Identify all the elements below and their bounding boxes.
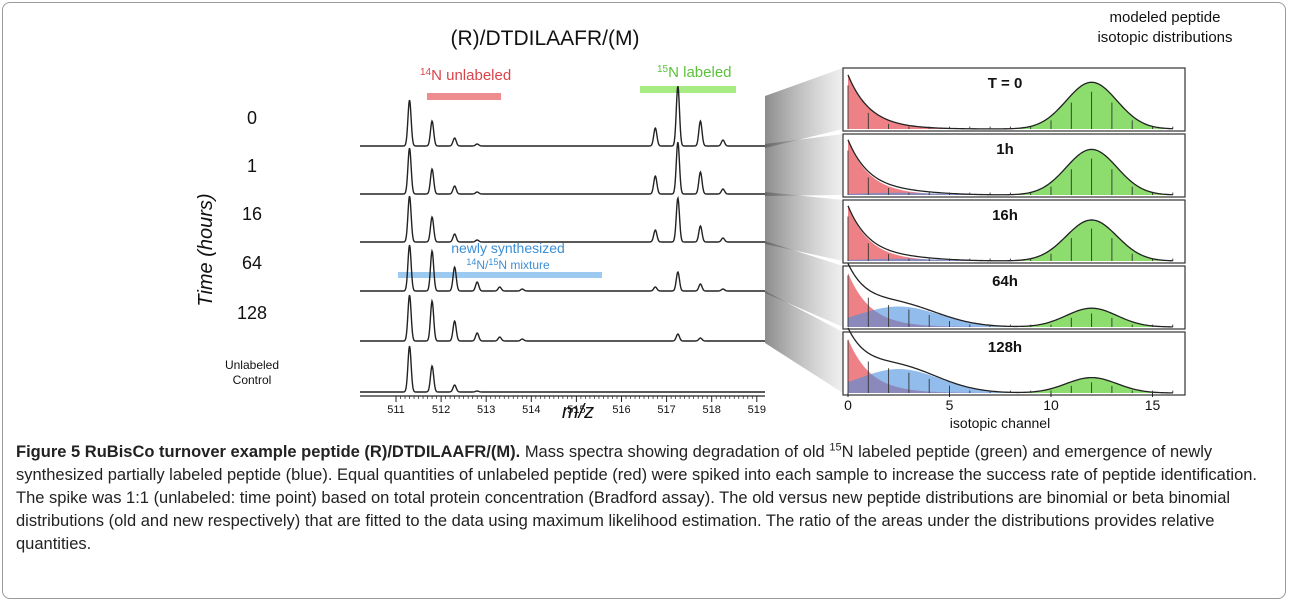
funnel — [765, 68, 843, 148]
x-tick-label: 518 — [703, 404, 721, 416]
y-axis-label: Time (hours) — [195, 193, 217, 306]
superscript: 15 — [829, 441, 842, 454]
funnel — [765, 291, 843, 393]
unlabeled-bar — [427, 93, 501, 100]
x-tick-label: 513 — [477, 404, 495, 416]
row-label: 1 — [247, 156, 257, 176]
model-label: T = 0 — [988, 75, 1023, 92]
control-label: Control — [233, 373, 272, 387]
x-tick-label: 517 — [657, 404, 675, 416]
caption: Figure 5 RuBisCo turnover example peptid… — [16, 441, 1271, 556]
model-label: 128h — [988, 339, 1022, 356]
superscript: 14 — [420, 67, 432, 78]
x-tick-label: 511 — [387, 404, 405, 416]
unlabeled-label: 14N unlabeled — [420, 67, 511, 84]
mixture-bar — [398, 272, 602, 278]
model-label: 16h — [992, 207, 1018, 224]
x-tick-label: 515 — [567, 404, 585, 416]
x-tick-label: 514 — [522, 404, 540, 416]
row-label: 64 — [242, 253, 262, 273]
distribution-area — [848, 74, 1173, 129]
funnel — [765, 241, 843, 327]
caption-text: N labeled peptide (green) and emergence … — [16, 443, 1258, 553]
mixture-label: 14N/15N mixture — [466, 257, 550, 272]
spectrum — [360, 244, 765, 292]
spectrum — [360, 345, 765, 393]
label-text: N unlabeled — [431, 67, 511, 84]
superscript: 14 — [466, 257, 476, 267]
row-label: 128 — [237, 303, 267, 323]
figure-title: (R)/DTDILAAFR/(M) — [451, 27, 640, 50]
model-label: 1h — [996, 141, 1014, 158]
distribution-area — [848, 206, 1173, 261]
label-text: N mixture — [498, 258, 550, 272]
model-tick-label: 10 — [1043, 397, 1059, 413]
model-title: isotopic distributions — [1097, 29, 1232, 46]
model-axis-label: isotopic channel — [950, 415, 1050, 431]
row-label: 16 — [242, 204, 262, 224]
labeled-label: 15N labeled — [657, 64, 732, 81]
spectrum — [360, 294, 765, 342]
caption-text: Mass spectra showing degradation of old — [524, 443, 830, 461]
model-title: modeled peptide — [1110, 9, 1221, 26]
row-label: 0 — [247, 108, 257, 128]
spectrum — [360, 141, 765, 195]
x-tick-label: 512 — [432, 404, 450, 416]
x-axis-label: m/z — [562, 401, 594, 423]
label-text: N labeled — [668, 64, 731, 81]
caption-label: Figure 5 — [16, 443, 81, 461]
spectrum — [360, 85, 765, 147]
mixture-label: newly synthesized — [451, 240, 565, 256]
label-text: N/ — [476, 258, 489, 272]
model-label: 64h — [992, 273, 1018, 290]
superscript: 15 — [657, 64, 669, 75]
distribution-area — [848, 140, 1173, 195]
x-tick-label: 519 — [748, 404, 766, 416]
control-label: Unlabeled — [225, 358, 279, 372]
superscript: 15 — [488, 257, 498, 267]
labeled-bar — [640, 86, 736, 93]
model-tick-label: 5 — [946, 397, 954, 413]
model-tick-label: 15 — [1145, 397, 1161, 413]
spectrum — [360, 195, 765, 243]
model-tick-label: 0 — [844, 397, 852, 413]
caption-title: RuBisCo turnover example peptide (R)/DTD… — [84, 443, 521, 461]
figure: (R)/DTDILAAFR/(M) 14N unlabeled 15N labe… — [195, 9, 1233, 431]
funnel — [765, 192, 843, 261]
funnel — [765, 134, 843, 196]
x-tick-label: 516 — [612, 404, 630, 416]
